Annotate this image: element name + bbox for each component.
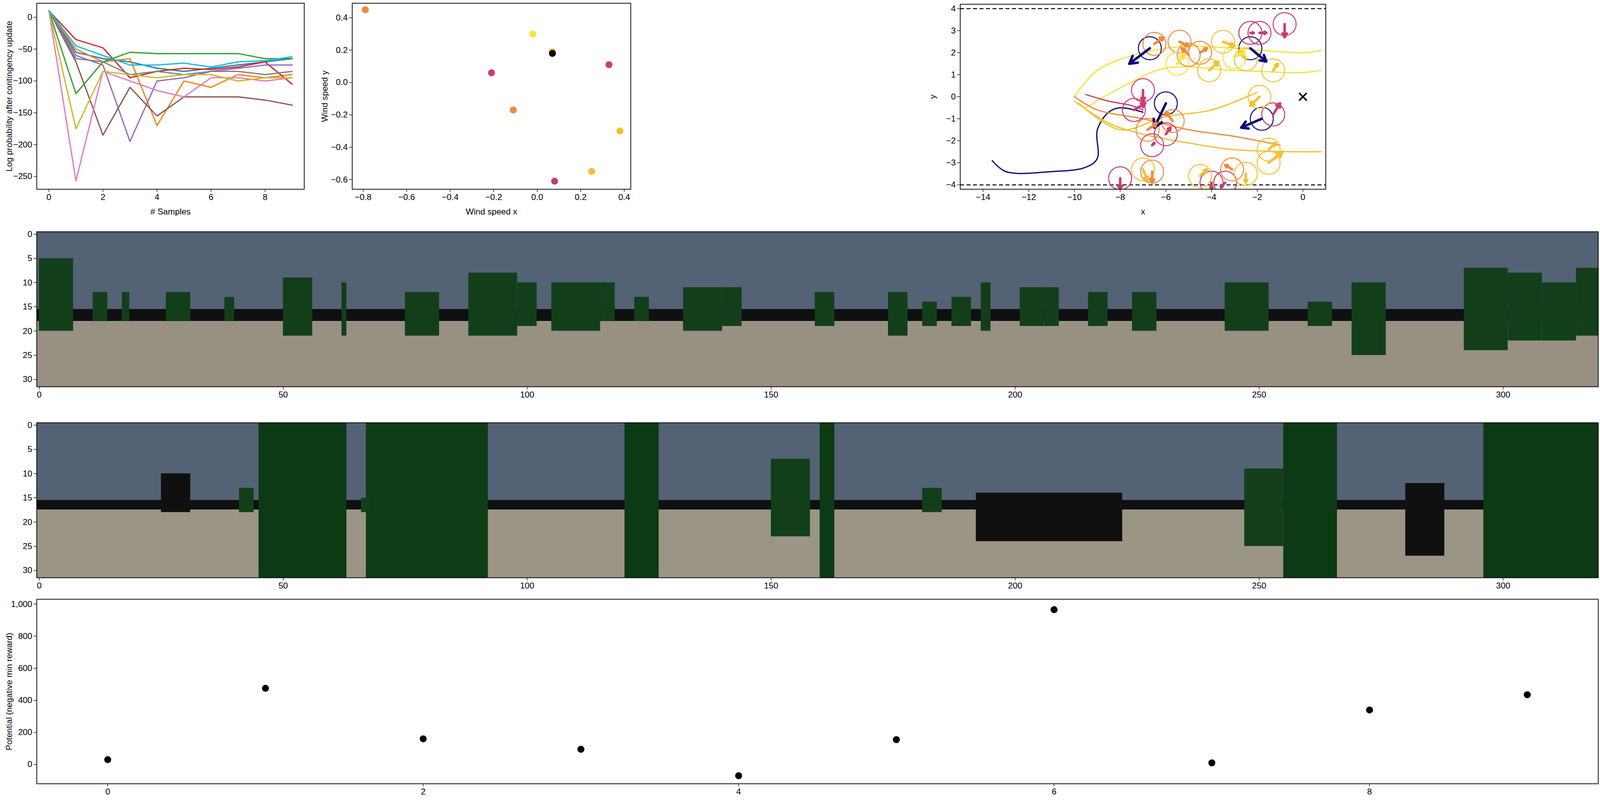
svg-text:Log probability after continge: Log probability after contingency update: [4, 21, 14, 172]
svg-text:−0.6: −0.6: [331, 175, 348, 185]
svg-text:0: 0: [46, 192, 51, 202]
svg-text:5: 5: [27, 444, 32, 454]
svg-text:Wind speed y: Wind speed y: [320, 70, 330, 122]
svg-text:25: 25: [23, 350, 33, 360]
svg-text:800: 800: [18, 631, 32, 641]
svg-text:10: 10: [23, 278, 33, 288]
svg-text:200: 200: [1008, 390, 1022, 400]
svg-text:4: 4: [736, 787, 741, 797]
svg-text:50: 50: [278, 581, 288, 591]
svg-text:8: 8: [1367, 787, 1372, 797]
svg-text:0.4: 0.4: [336, 13, 348, 23]
svg-text:−100: −100: [13, 76, 32, 86]
svg-text:300: 300: [1496, 581, 1510, 591]
svg-text:10: 10: [23, 469, 33, 479]
svg-text:1: 1: [951, 70, 956, 80]
svg-text:200: 200: [18, 727, 32, 737]
svg-text:30: 30: [23, 565, 33, 575]
svg-text:−2: −2: [1252, 192, 1262, 202]
svg-text:−1: −1: [946, 114, 956, 124]
svg-text:20: 20: [23, 326, 33, 336]
svg-text:y: y: [928, 94, 938, 99]
svg-text:−0.2: −0.2: [331, 110, 348, 120]
svg-text:−2: −2: [946, 136, 956, 146]
svg-text:2: 2: [951, 48, 956, 58]
svg-text:# Samples: # Samples: [150, 207, 191, 217]
svg-text:−10: −10: [1067, 192, 1082, 202]
svg-text:0: 0: [37, 390, 42, 400]
svg-text:−0.6: −0.6: [398, 192, 416, 202]
svg-text:25: 25: [23, 541, 33, 551]
svg-text:250: 250: [1252, 390, 1266, 400]
svg-text:600: 600: [18, 663, 32, 673]
svg-text:150: 150: [764, 581, 778, 591]
svg-text:−3: −3: [946, 158, 956, 168]
svg-text:150: 150: [764, 390, 778, 400]
svg-text:2: 2: [100, 192, 105, 202]
svg-text:0.0: 0.0: [336, 77, 348, 87]
svg-text:−250: −250: [13, 171, 32, 181]
svg-text:0.0: 0.0: [531, 192, 544, 202]
svg-text:15: 15: [23, 493, 33, 503]
svg-text:−200: −200: [13, 140, 32, 150]
svg-text:−8: −8: [1115, 192, 1125, 202]
svg-text:20: 20: [23, 517, 33, 527]
svg-text:0.2: 0.2: [336, 45, 348, 55]
svg-text:0.2: 0.2: [575, 192, 587, 202]
svg-text:400: 400: [18, 695, 32, 705]
svg-text:−6: −6: [1161, 192, 1171, 202]
svg-text:0: 0: [27, 229, 32, 239]
svg-text:x: x: [1141, 207, 1146, 217]
svg-text:−14: −14: [976, 192, 991, 202]
svg-text:0: 0: [951, 92, 956, 102]
svg-text:6: 6: [1051, 787, 1056, 797]
svg-text:−12: −12: [1021, 192, 1036, 202]
svg-text:0: 0: [27, 12, 32, 22]
svg-text:4: 4: [154, 192, 159, 202]
svg-text:100: 100: [520, 581, 534, 591]
svg-text:2: 2: [421, 787, 426, 797]
svg-text:3: 3: [951, 26, 956, 36]
svg-text:0.4: 0.4: [618, 192, 631, 202]
svg-text:5: 5: [27, 253, 32, 263]
svg-text:−150: −150: [13, 108, 32, 118]
svg-text:−0.2: −0.2: [485, 192, 503, 202]
svg-text:0: 0: [27, 759, 32, 769]
svg-text:Wind speed x: Wind speed x: [466, 207, 518, 217]
svg-text:30: 30: [23, 374, 33, 384]
svg-text:8: 8: [262, 192, 267, 202]
svg-text:0: 0: [1300, 192, 1305, 202]
svg-text:−50: −50: [18, 44, 33, 54]
svg-text:200: 200: [1008, 581, 1022, 591]
svg-text:0: 0: [105, 787, 110, 797]
svg-text:−0.4: −0.4: [442, 192, 459, 202]
svg-text:1,000: 1,000: [11, 599, 33, 609]
svg-text:4: 4: [951, 4, 956, 14]
svg-text:50: 50: [278, 390, 288, 400]
svg-text:100: 100: [520, 390, 534, 400]
svg-text:6: 6: [208, 192, 213, 202]
svg-text:300: 300: [1496, 390, 1510, 400]
svg-text:−4: −4: [946, 180, 956, 190]
svg-text:250: 250: [1252, 581, 1266, 591]
svg-text:−4: −4: [1206, 192, 1216, 202]
svg-text:0: 0: [27, 420, 32, 430]
svg-text:−0.8: −0.8: [354, 192, 372, 202]
svg-text:0: 0: [37, 581, 42, 591]
svg-text:15: 15: [23, 302, 33, 312]
svg-text:−0.4: −0.4: [331, 142, 348, 152]
svg-text:Potential (negative min reward: Potential (negative min reward): [4, 632, 14, 750]
